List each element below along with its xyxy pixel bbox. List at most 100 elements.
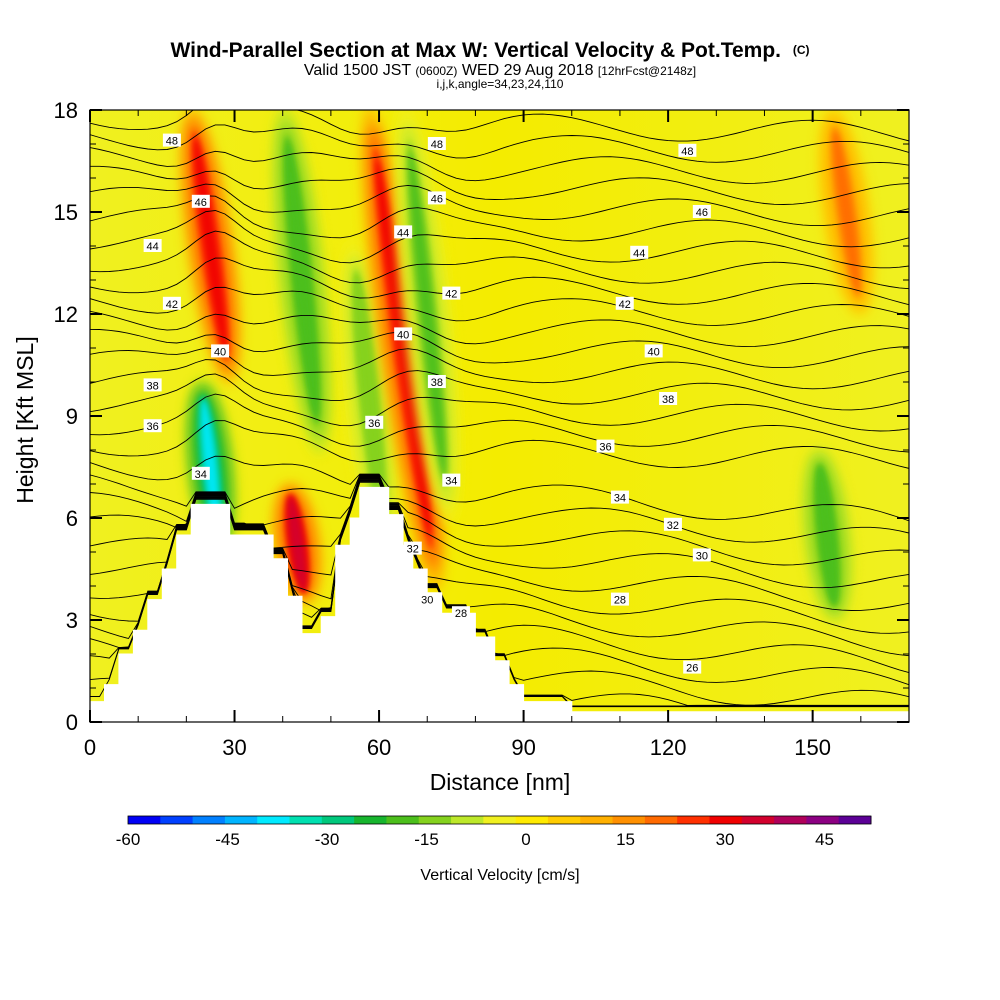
theta-contour-line-16: [90, 373, 909, 432]
colorbar-tick-label-45: 45: [815, 830, 834, 849]
contour-label-31: 26: [686, 663, 698, 675]
chart-title: Wind-Parallel Section at Max W: Vertical…: [170, 39, 809, 62]
theta-contour-line-19: [90, 328, 909, 369]
contour-label-27: 34: [614, 493, 626, 505]
x-tick-label-120: 120: [650, 735, 687, 760]
contour-label-box-27: [610, 490, 629, 504]
colorbar-swatch-11: [451, 816, 484, 824]
downdraft-band-8: [802, 448, 853, 622]
contour-label-box-29: [692, 548, 711, 562]
contour-label-11: 44: [397, 227, 409, 239]
contour-label-box-15: [365, 415, 384, 429]
theta-contour-line-26: [90, 183, 909, 227]
theta-contour-line-27: [90, 165, 909, 205]
updraft-band-4-level-4: [287, 496, 307, 591]
contour-label-box-17: [403, 541, 422, 555]
downdraft-band-8-level-4: [817, 467, 837, 603]
downdraft-band-3-level-4: [286, 144, 318, 416]
contour-label-box-21: [692, 205, 711, 218]
contour-label-box-18: [418, 592, 437, 606]
theta-contour-line-17: [90, 359, 909, 411]
contour-label-26: 36: [599, 442, 611, 454]
colorbar-frame: [127, 815, 872, 825]
colorbar-swatch-9: [386, 816, 420, 824]
contour-label-1: 48: [166, 136, 178, 148]
theta-contour-line-13: [90, 455, 909, 522]
contour-label-box-11: [394, 225, 413, 239]
y-tick-label-9: 9: [66, 404, 78, 429]
contour-label-box-31: [683, 660, 702, 674]
updraft-band-6-level-4: [375, 159, 431, 537]
theta-contour-line-24: [90, 210, 909, 269]
x-axis-label: Distance [nm]: [430, 769, 571, 795]
colorbar-swatch-8: [354, 816, 387, 824]
y-tick-label-15: 15: [54, 200, 78, 225]
plot-area: 48 46 44 42 40 38 36 34 48 46 44 42 40 38 36 34 32 30 28 48…: [90, 110, 909, 722]
theta-contour-line-23: [90, 230, 909, 290]
contour-label-box-20: [678, 143, 697, 157]
x-tick-label-0: 0: [84, 735, 96, 760]
colorbar-swatch-13: [515, 816, 549, 824]
colorbar-swatch-16: [612, 816, 646, 824]
colorbar-swatch-10: [418, 816, 452, 824]
updraft-band-6: [361, 110, 445, 591]
colorbar-swatch-21: [774, 816, 807, 824]
contour-label-box-24: [644, 344, 663, 358]
x-tick-label-60: 60: [367, 735, 391, 760]
theta-contour-line-29: [90, 124, 909, 163]
contour-label-box-7: [143, 419, 162, 433]
theta-contour-line-11: [90, 475, 909, 566]
downdraft-band-2-level-4: [200, 399, 221, 535]
downdraft-band-3: [272, 110, 332, 454]
y-tick-label-12: 12: [54, 302, 78, 327]
contour-label-box-13: [394, 327, 413, 341]
contour-label-29: 30: [696, 550, 708, 562]
theta-contour-line-25: [90, 195, 909, 248]
contour-label-box-3: [143, 239, 162, 252]
contour-labels: 48 46 44 42 40 38 36 34 48 46 44 42 40 38 36 34 32 30 28 48…: [143, 133, 711, 675]
theta-contours: [90, 110, 909, 708]
theta-contour-line-20: [90, 310, 909, 348]
theta-contour-line-14: [90, 420, 909, 469]
contour-label-15: 36: [368, 418, 380, 430]
colorbar-tick-label--45: -45: [215, 830, 240, 849]
y-tick-label-18: 18: [54, 98, 78, 123]
velocity-field: [180, 110, 874, 622]
colorbar-swatch-15: [580, 816, 614, 824]
colorbar-swatch-14: [547, 816, 581, 824]
contour-label-2: 46: [195, 197, 207, 209]
contour-label-21: 46: [696, 207, 708, 219]
theta-contour-line-28: [90, 147, 909, 184]
contour-label-box-26: [596, 439, 615, 453]
contour-label-10: 46: [431, 193, 443, 205]
contour-label-box-8: [191, 466, 210, 480]
contour-label-8: 34: [195, 469, 207, 481]
colorbar-swatch-18: [677, 816, 710, 824]
contour-label-box-19: [451, 606, 470, 620]
colorbar-swatch-4: [224, 816, 258, 824]
contour-label-13: 40: [397, 329, 409, 341]
updraft-band-1: [180, 110, 241, 385]
contour-label-30: 28: [614, 595, 626, 607]
colorbar-swatch-19: [709, 816, 743, 824]
colorbar-swatch-6: [289, 816, 323, 824]
contour-label-20: 48: [681, 146, 693, 158]
updraft-band-9-level-4: [833, 131, 860, 293]
contour-label-box-16: [442, 473, 461, 487]
contour-label-4: 42: [166, 299, 178, 311]
contour-label-box-12: [442, 286, 461, 300]
contour-label-9: 48: [431, 139, 443, 151]
colorbar-tick-label--30: -30: [315, 830, 340, 849]
colorbar-swatch-22: [806, 816, 840, 824]
contour-label-box-14: [427, 375, 446, 388]
contour-label-23: 42: [619, 299, 631, 311]
contour-label-box-4: [162, 296, 181, 310]
chart-subtitle: Valid 1500 JST (0600Z) WED 29 Aug 2018 […: [304, 62, 696, 79]
colorbar-swatch-3: [192, 816, 226, 824]
colorbar-swatch-2: [160, 816, 194, 824]
contour-label-3: 44: [147, 241, 159, 253]
x-tick-label-30: 30: [222, 735, 246, 760]
updraft-band-1-level-4: [193, 138, 227, 354]
